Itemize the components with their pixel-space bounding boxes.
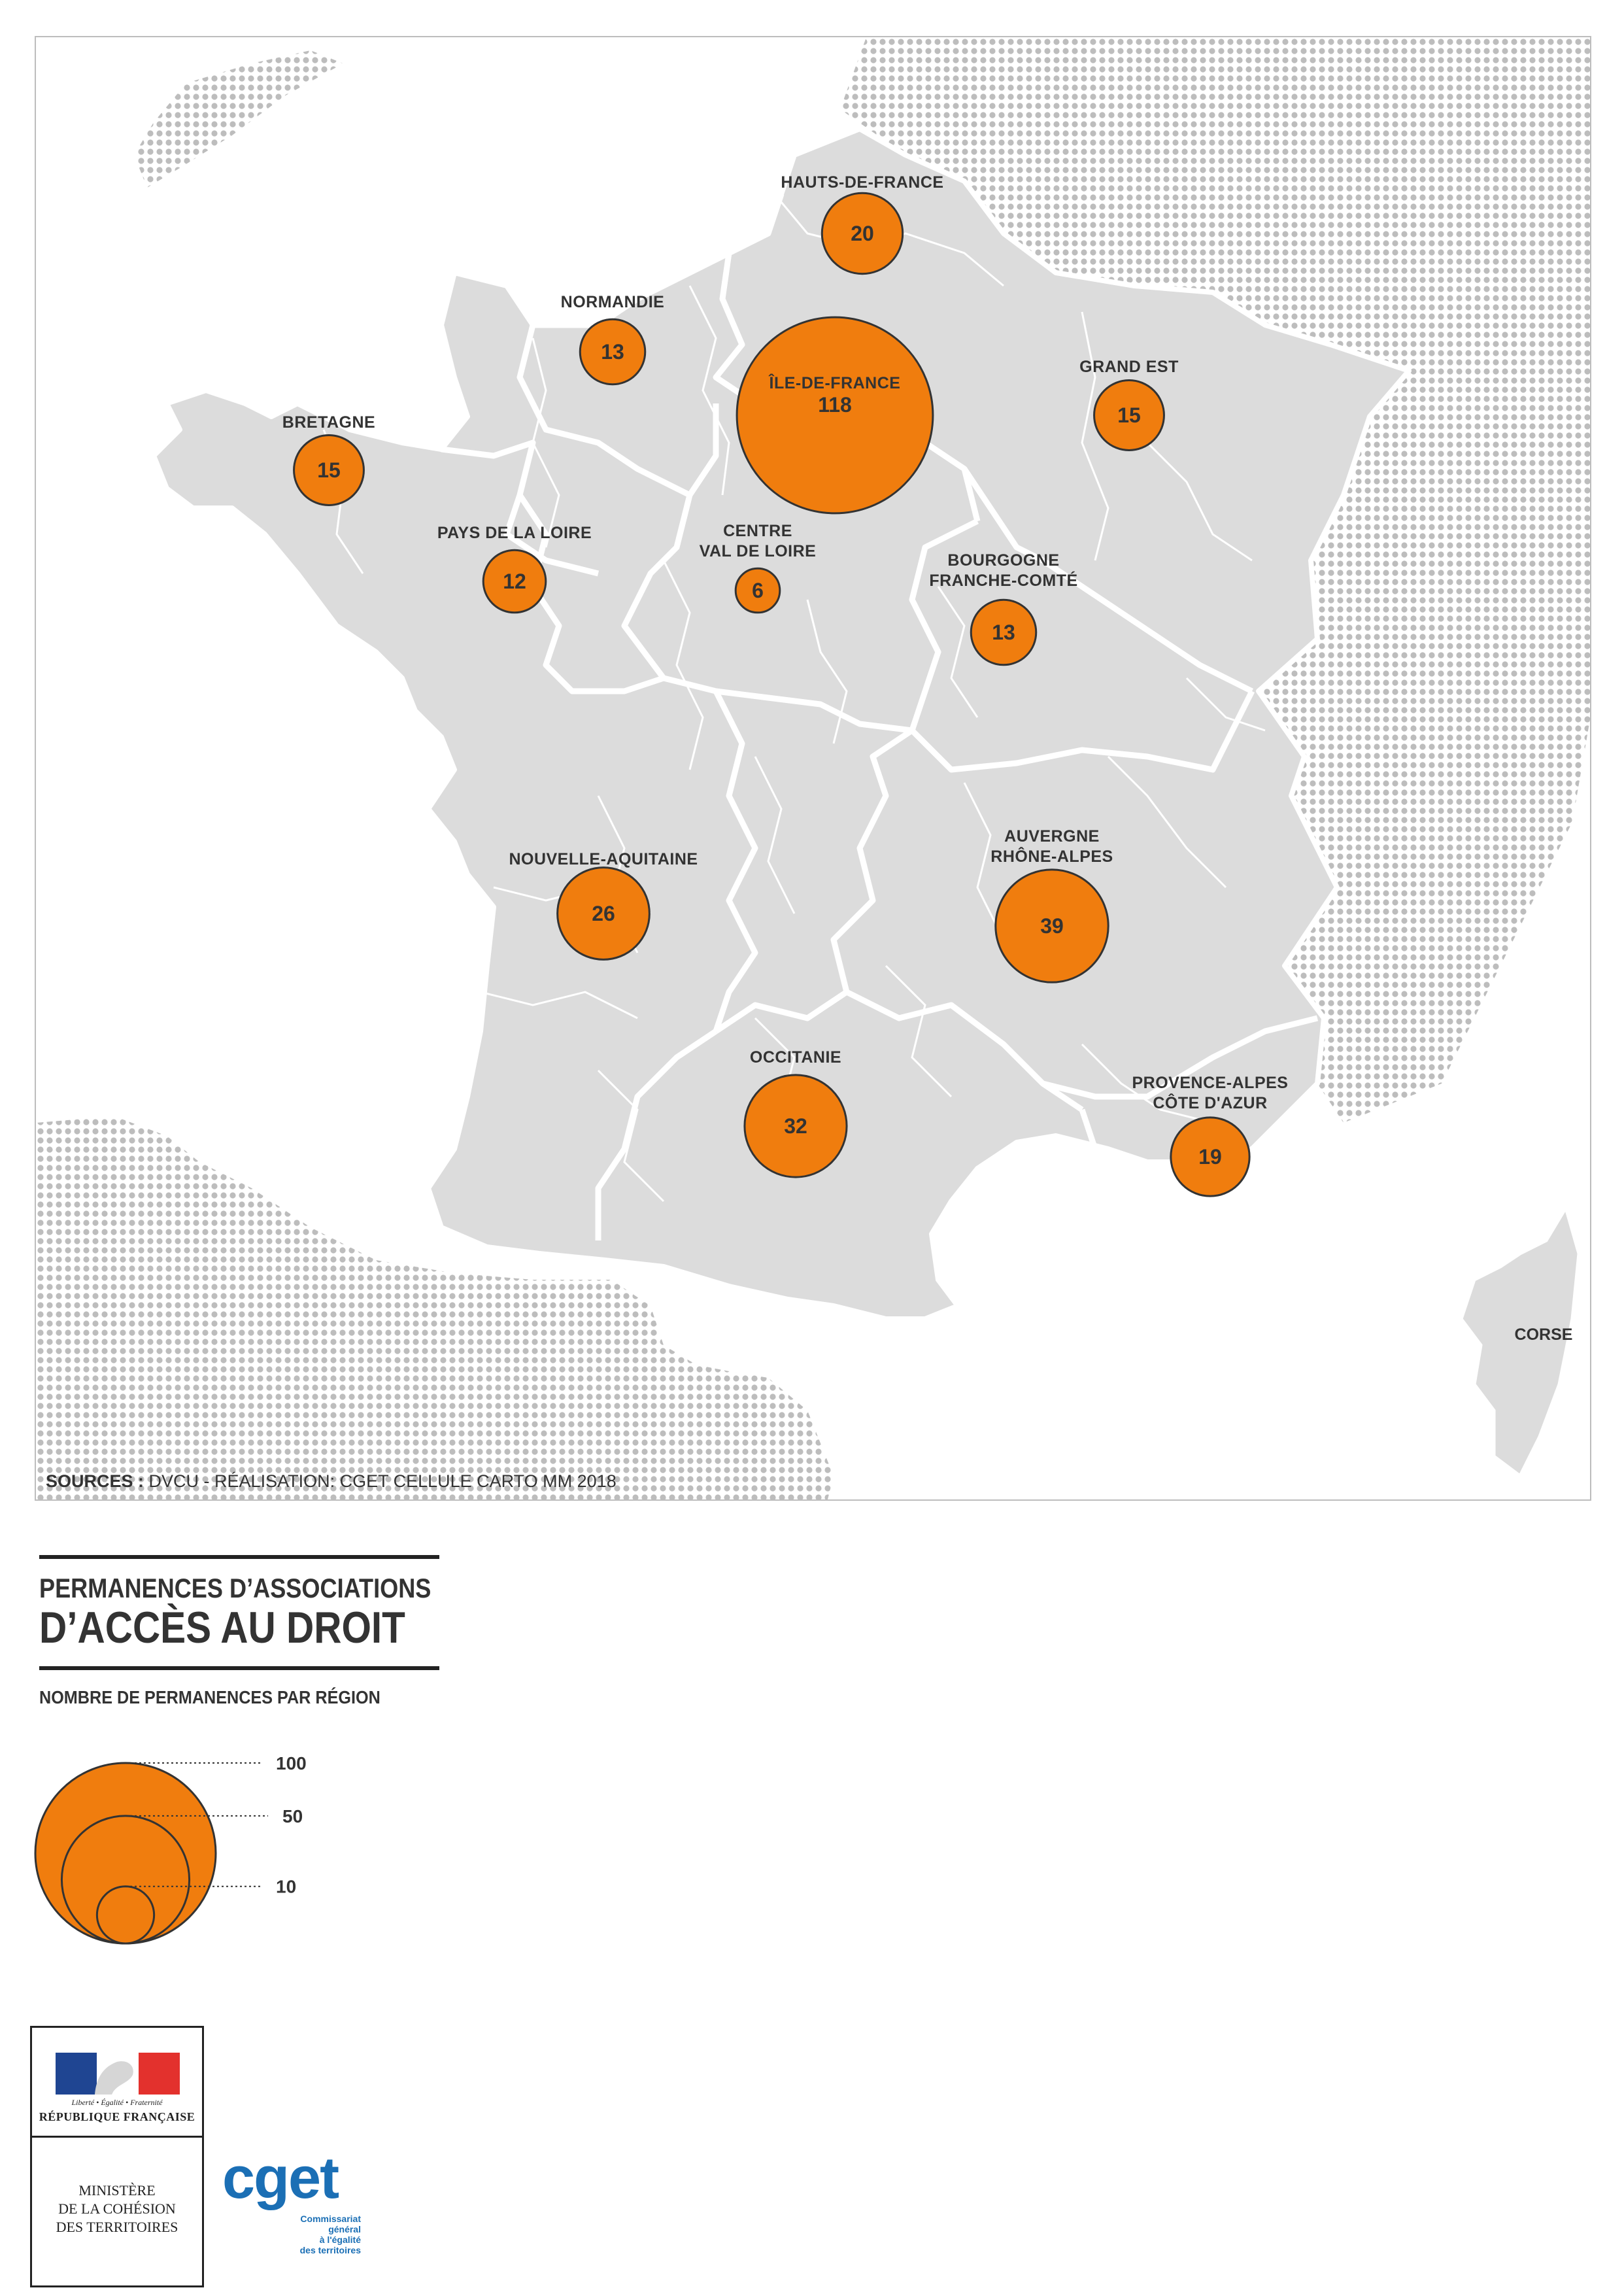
bubble-value: 6: [752, 579, 764, 602]
logo-divider: [32, 2136, 202, 2138]
region-bubbles: HAUTS-DE-FRANCE 20 NORMANDIE 13 ÎLE-DE-FRANC…: [282, 173, 1289, 1197]
bubble-value: 20: [851, 222, 874, 245]
bubble-1: [579, 318, 647, 386]
bubble-value: 15: [1117, 403, 1141, 427]
bubble-value: 13: [601, 340, 624, 364]
bubble-3: [1093, 379, 1165, 451]
marianne-logo-block: Liberté • Égalité • Fraternité RÉPUBLIQU…: [30, 2026, 204, 2287]
region-label: NOUVELLE-AQUITAINE: [509, 850, 698, 868]
region-label: HAUTS-DE-FRANCE: [781, 173, 943, 192]
title-line2: D’ACCÈS AU DROIT: [39, 1603, 405, 1652]
bubble-value: 12: [503, 570, 526, 593]
region-label: NORMANDIE: [561, 293, 665, 311]
republique-francaise: RÉPUBLIQUE FRANÇAISE: [39, 2110, 195, 2123]
region-label: FRANCHE-COMTÉ: [929, 571, 1077, 590]
region-label: OCCITANIE: [750, 1048, 841, 1067]
title-rule-top: [39, 1555, 439, 1559]
bubble-9: [994, 868, 1109, 984]
corse-label: CORSE: [1515, 1326, 1573, 1344]
ministry-line-2: DE LA COHÉSION: [58, 2200, 176, 2217]
region-label: PROVENCE-ALPES: [1132, 1074, 1289, 1092]
cget-logo: cget: [222, 2146, 339, 2211]
size-legend: 100 50 10: [34, 1753, 307, 1945]
legend-label-10: 10: [276, 1877, 296, 1897]
bubble-0: [820, 192, 904, 275]
region-label: RHÔNE-ALPES: [990, 846, 1113, 866]
bubble-5: [482, 549, 547, 614]
region-label: PAYS DE LA LOIRE: [437, 524, 592, 542]
cget-sub-line-4: des territoires: [299, 2245, 361, 2255]
sources-label: SOURCES :: [46, 1471, 144, 1491]
legend-label-50: 50: [282, 1806, 303, 1826]
title-line1: PERMANENCES D’ASSOCIATIONS: [39, 1573, 431, 1603]
bubble-value: 39: [1040, 914, 1064, 938]
region-label: BRETAGNE: [282, 413, 375, 432]
marianne-flag-icon: [56, 2053, 180, 2095]
france-map: HAUTS-DE-FRANCE 20 NORMANDIE 13 ÎLE-DE-FRANC…: [36, 37, 1590, 1499]
region-label: ÎLE-DE-FRANCE: [768, 373, 901, 392]
cget-sub-line-3: à l'égalité: [319, 2234, 361, 2245]
bubble-value: 118: [818, 393, 852, 417]
bubble-6: [734, 567, 781, 614]
bubble-value: 13: [992, 621, 1015, 644]
legend-label-100: 100: [276, 1753, 307, 1773]
region-label: CÔTE D'AZUR: [1153, 1093, 1267, 1112]
bubble-10: [743, 1074, 848, 1178]
bubble-value: 15: [317, 458, 341, 482]
legend-subtitle: NOMBRE DE PERMANENCES PAR RÉGION: [39, 1687, 381, 1707]
bubble-11: [1170, 1116, 1251, 1197]
region-label: VAL DE LOIRE: [700, 542, 817, 560]
bubble-4: [293, 434, 365, 506]
corse-island: [1459, 1203, 1581, 1479]
foreign-land: [36, 37, 1590, 1499]
region-label: BOURGOGNE: [947, 551, 1059, 570]
bubble-8: [556, 866, 651, 961]
cget-subtitle: Commissariat général à l'égalité des ter…: [263, 2214, 361, 2255]
motto: Liberté • Égalité • Fraternité: [71, 2098, 163, 2107]
bubble-value: 19: [1198, 1145, 1222, 1169]
region-label: CENTRE: [723, 522, 792, 540]
title-rule-bottom: [39, 1666, 439, 1670]
bubble-7: [970, 598, 1038, 666]
ministry-line-1: MINISTÈRE: [78, 2182, 156, 2198]
map-frame: HAUTS-DE-FRANCE 20 NORMANDIE 13 ÎLE-DE-FRANC…: [35, 36, 1591, 1501]
region-label: AUVERGNE: [1004, 827, 1100, 846]
cget-sub-line-2: général: [328, 2224, 361, 2234]
sources-text: DVCU - RÉALISATION: CGET CELLULE CARTO M…: [144, 1471, 617, 1491]
ministry-name: MINISTÈRE DE LA COHÉSION DES TERRITOIRES: [32, 2181, 202, 2236]
region-label: GRAND EST: [1079, 358, 1179, 376]
legend-circle-10: [95, 1885, 156, 1945]
bubble-value: 26: [592, 902, 615, 925]
bubble-value: 32: [784, 1114, 807, 1138]
cget-sub-line-1: Commissariat: [300, 2214, 361, 2224]
ministry-line-3: DES TERRITOIRES: [56, 2219, 178, 2235]
bubble-2: [736, 316, 934, 515]
sources-line: SOURCES : DVCU - RÉALISATION: CGET CELLU…: [46, 1471, 617, 1492]
